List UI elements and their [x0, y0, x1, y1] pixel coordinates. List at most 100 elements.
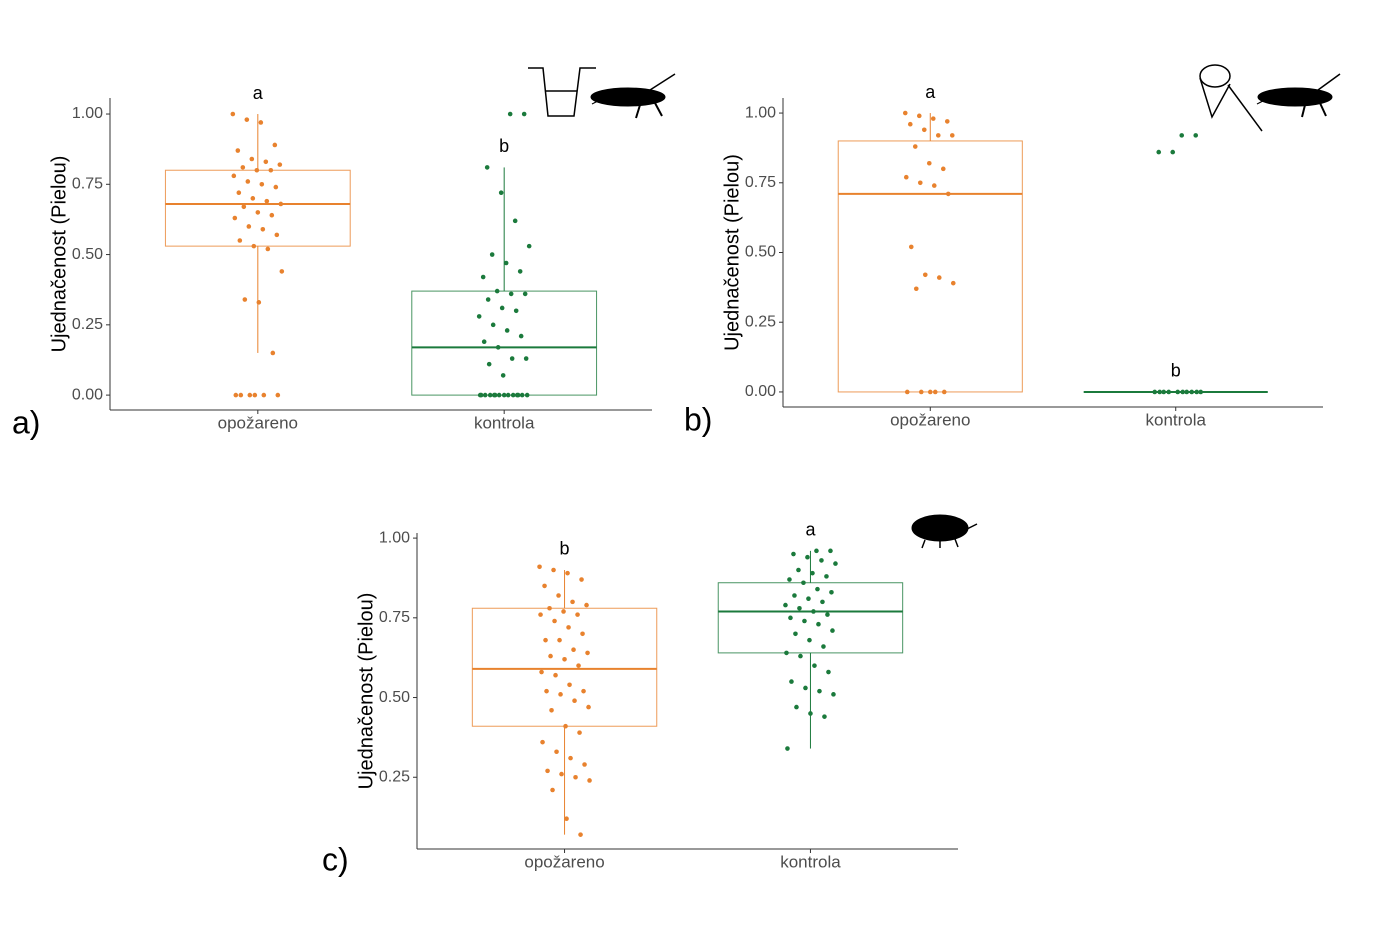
x-tick-label: opožareno [890, 410, 970, 429]
panel-label: a) [12, 404, 40, 440]
point [519, 392, 525, 398]
box [837, 140, 1023, 393]
y-tick-label: 0.50 [72, 246, 103, 263]
y-axis-label: Ujednačenost (Pielou) [355, 593, 377, 790]
point [576, 663, 581, 668]
point [1179, 133, 1185, 138]
point [496, 392, 502, 398]
point [498, 190, 504, 196]
point [582, 762, 587, 767]
cricket-icon [590, 73, 676, 119]
point [489, 252, 495, 257]
point [572, 698, 577, 704]
point [567, 682, 572, 688]
point [543, 637, 548, 643]
point [932, 389, 938, 395]
point [263, 159, 269, 165]
point [1157, 389, 1163, 395]
y-tick-label: 0.75 [72, 176, 103, 193]
point [277, 162, 283, 167]
point [548, 653, 553, 659]
point [503, 260, 509, 266]
point [586, 704, 591, 710]
point [512, 218, 518, 224]
y-tick-label: 0.00 [745, 383, 776, 400]
point [829, 590, 834, 595]
y-tick-label: 1.00 [379, 529, 410, 546]
point [258, 120, 264, 125]
x-tick-label: opožareno [524, 852, 604, 871]
point [825, 612, 830, 617]
y-axis-label: Ujednačenost (Pielou) [48, 156, 70, 353]
cricket-icon [1256, 73, 1341, 118]
point [794, 704, 799, 710]
point [235, 148, 241, 153]
y-axis-label: Ujednačenost (Pielou) [721, 154, 743, 351]
point [816, 621, 821, 627]
point [559, 771, 564, 777]
point [513, 308, 519, 314]
point [1180, 389, 1186, 395]
point [1170, 149, 1176, 155]
point [824, 574, 829, 579]
net-icon [1199, 64, 1263, 132]
point [940, 166, 946, 172]
point [256, 300, 262, 305]
point [246, 224, 252, 229]
point [821, 644, 826, 649]
point [552, 618, 557, 624]
significance-letter: a [253, 83, 264, 103]
point [553, 672, 558, 678]
significance-letter: b [560, 539, 570, 559]
point [249, 156, 255, 162]
significance-letter: b [1171, 361, 1181, 381]
point [573, 774, 578, 780]
point [230, 111, 236, 117]
point [814, 548, 819, 554]
point [797, 605, 802, 611]
point [259, 181, 265, 187]
point [245, 179, 251, 184]
point [806, 596, 811, 601]
point [820, 599, 825, 605]
y-tick-label: 0.75 [379, 609, 410, 626]
point [476, 314, 482, 319]
point [1194, 389, 1200, 395]
point [504, 328, 510, 333]
point [903, 174, 909, 180]
point [907, 121, 913, 127]
point [787, 577, 792, 582]
point [1175, 389, 1181, 395]
point [523, 356, 529, 361]
point [231, 173, 237, 179]
point [261, 392, 267, 398]
point [278, 201, 284, 207]
point [793, 631, 798, 637]
point [571, 647, 576, 653]
point [517, 269, 523, 274]
point [783, 602, 788, 608]
point [912, 144, 918, 149]
point [810, 570, 815, 576]
point [785, 746, 790, 751]
point [913, 286, 919, 292]
point [500, 373, 506, 378]
point [950, 280, 956, 286]
point [921, 127, 927, 133]
point [509, 356, 515, 361]
point [544, 688, 549, 694]
point [545, 768, 550, 774]
point [805, 554, 810, 560]
point [568, 755, 573, 761]
point [833, 561, 838, 566]
point [926, 160, 932, 166]
point [570, 599, 575, 605]
point [577, 730, 582, 735]
point [784, 650, 789, 656]
point [916, 113, 922, 119]
point [941, 389, 947, 395]
point [237, 238, 243, 243]
point [807, 637, 812, 643]
point [265, 246, 271, 252]
